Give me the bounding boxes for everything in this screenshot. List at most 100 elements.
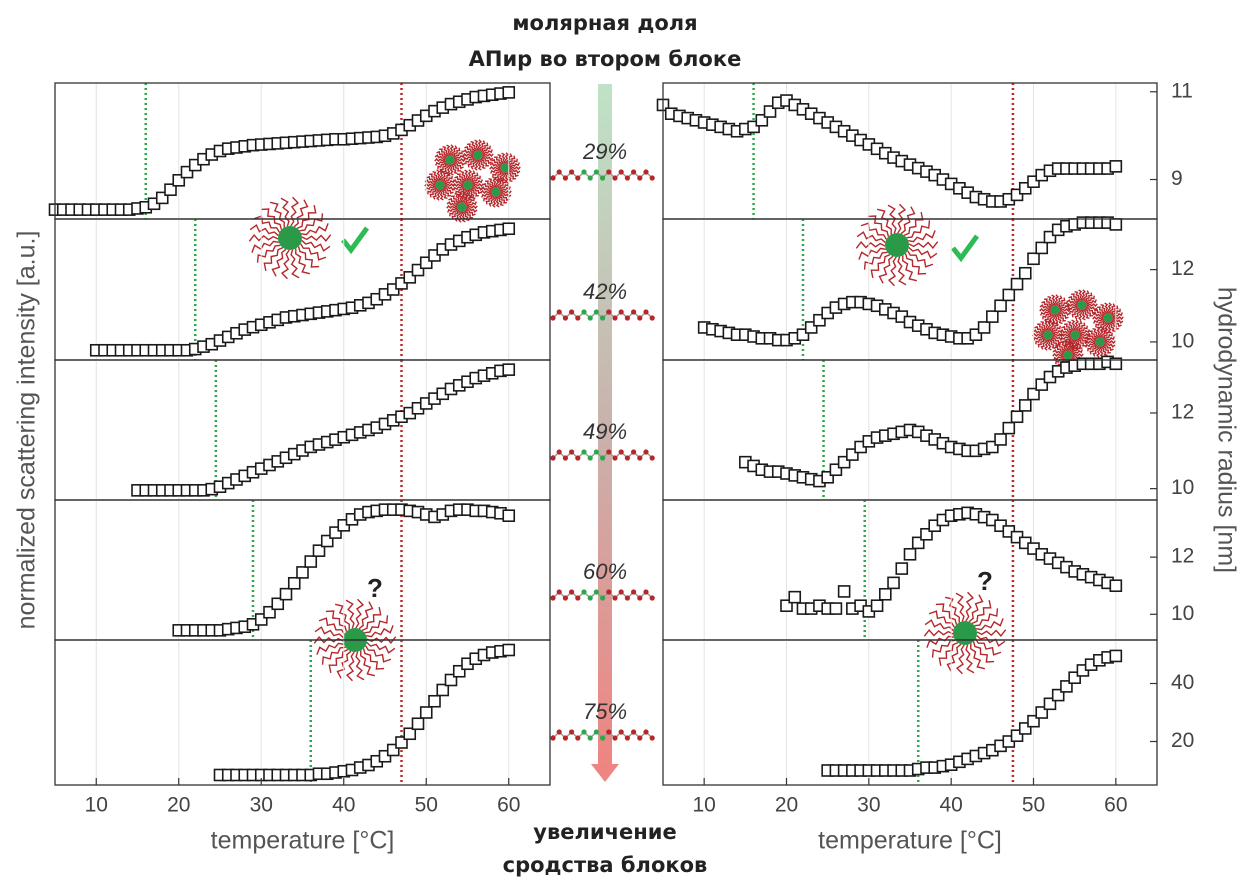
data-point bbox=[1109, 218, 1123, 231]
micelle-arm bbox=[900, 206, 916, 235]
data-point bbox=[304, 555, 318, 568]
micelle-arm bbox=[474, 139, 479, 151]
data-point bbox=[1035, 378, 1049, 391]
micelle-arm bbox=[1047, 295, 1054, 307]
micelle-arm bbox=[280, 249, 290, 280]
micelle-arm bbox=[1051, 325, 1061, 333]
monomer bbox=[637, 455, 643, 461]
micelle-arm bbox=[290, 249, 300, 279]
panel-frame bbox=[662, 639, 1158, 786]
micelle-arm bbox=[436, 150, 447, 159]
data-point bbox=[994, 433, 1007, 446]
monomer bbox=[600, 735, 606, 741]
micelle-arm bbox=[1049, 338, 1056, 350]
micelle-arm bbox=[467, 169, 473, 181]
monomer bbox=[649, 175, 655, 181]
micelle-arm bbox=[1077, 309, 1083, 321]
data-point bbox=[403, 271, 417, 284]
micelle-arm bbox=[477, 139, 483, 151]
monomer bbox=[618, 169, 624, 175]
monomer bbox=[556, 449, 562, 455]
micelle-arm bbox=[1052, 349, 1065, 355]
data-point bbox=[846, 448, 859, 461]
micelle-arm bbox=[466, 201, 477, 207]
micelle-arm bbox=[1086, 299, 1097, 305]
y-tick-label: 10 bbox=[1171, 602, 1194, 625]
micelle-arm bbox=[1101, 327, 1108, 339]
data-point bbox=[502, 86, 516, 99]
micelle-arm bbox=[301, 223, 329, 236]
micelle-arm bbox=[495, 196, 500, 208]
monomer bbox=[550, 175, 556, 181]
micelle-arm bbox=[464, 145, 475, 154]
micelle-arm bbox=[271, 248, 287, 277]
micelle-arm bbox=[1047, 319, 1053, 331]
micelle-arm bbox=[364, 615, 389, 634]
micelle-arm bbox=[483, 194, 493, 202]
micelle-core bbox=[500, 163, 510, 173]
micelle-core bbox=[953, 621, 977, 645]
micelle-arm bbox=[968, 594, 984, 623]
micelle-core bbox=[1070, 330, 1080, 340]
micelle-arm bbox=[453, 150, 463, 158]
footer-line: сродства блоков bbox=[503, 853, 708, 877]
micelle-arm bbox=[451, 163, 458, 175]
micelle-arm bbox=[1111, 318, 1124, 324]
micelle-arm bbox=[452, 182, 464, 187]
data-point bbox=[969, 328, 983, 341]
micelle-arm bbox=[906, 220, 931, 239]
micelle-arm bbox=[446, 144, 451, 156]
micelle-arm bbox=[1078, 335, 1091, 341]
data-point bbox=[502, 363, 516, 376]
data-point bbox=[1018, 399, 1032, 412]
micelle-arm bbox=[452, 147, 461, 158]
micelle-arm bbox=[328, 649, 349, 674]
micelle-arm bbox=[1071, 319, 1076, 331]
micelle-arm bbox=[464, 169, 469, 181]
monomer bbox=[600, 455, 606, 461]
micelle-arm bbox=[974, 638, 1002, 656]
micelle-arm bbox=[443, 185, 456, 191]
fraction-label: 29% bbox=[582, 139, 627, 164]
micelle-arm bbox=[256, 244, 281, 263]
fraction-label: 42% bbox=[583, 279, 627, 304]
micelle-arm bbox=[1100, 303, 1107, 315]
data-point bbox=[320, 534, 334, 548]
micelle-arm bbox=[1071, 293, 1080, 303]
micelle-arm bbox=[472, 179, 483, 185]
data-point bbox=[829, 602, 843, 615]
micelle-arm bbox=[366, 641, 396, 654]
data-point bbox=[763, 105, 777, 118]
micelle-arm bbox=[470, 140, 477, 152]
micelle-arm bbox=[469, 170, 476, 182]
monomer bbox=[624, 175, 631, 181]
data-point bbox=[977, 321, 991, 334]
micelle-arm bbox=[464, 209, 473, 219]
micelle-arm bbox=[1074, 319, 1080, 331]
micelle-arm bbox=[1084, 336, 1097, 342]
data-point bbox=[164, 183, 177, 196]
micelle-arm bbox=[454, 158, 466, 163]
micelle-arm bbox=[1053, 355, 1064, 361]
micelle-arm bbox=[897, 256, 907, 286]
check-mark bbox=[341, 226, 370, 255]
micelle-arm bbox=[1067, 305, 1078, 311]
monomer bbox=[556, 169, 562, 175]
micelle-arm bbox=[908, 241, 939, 249]
micelle-arm bbox=[248, 234, 279, 242]
micelle-arm bbox=[1078, 336, 1089, 345]
micelle-arm bbox=[1057, 343, 1066, 353]
micelle-arm bbox=[442, 172, 451, 183]
micelle-arm bbox=[1093, 318, 1104, 324]
micelle-arm bbox=[299, 243, 327, 261]
micelle-arm bbox=[501, 152, 506, 164]
x-tick-label: 20 bbox=[167, 794, 190, 817]
micelle-arm bbox=[1112, 316, 1124, 321]
data-point bbox=[403, 727, 417, 741]
micelle-arm bbox=[439, 189, 444, 201]
micelle-arm bbox=[497, 153, 504, 165]
micelle-arm bbox=[355, 651, 365, 681]
data-point bbox=[1035, 706, 1049, 719]
y-tick-label: 11 bbox=[1171, 79, 1193, 102]
monomer bbox=[643, 449, 649, 455]
